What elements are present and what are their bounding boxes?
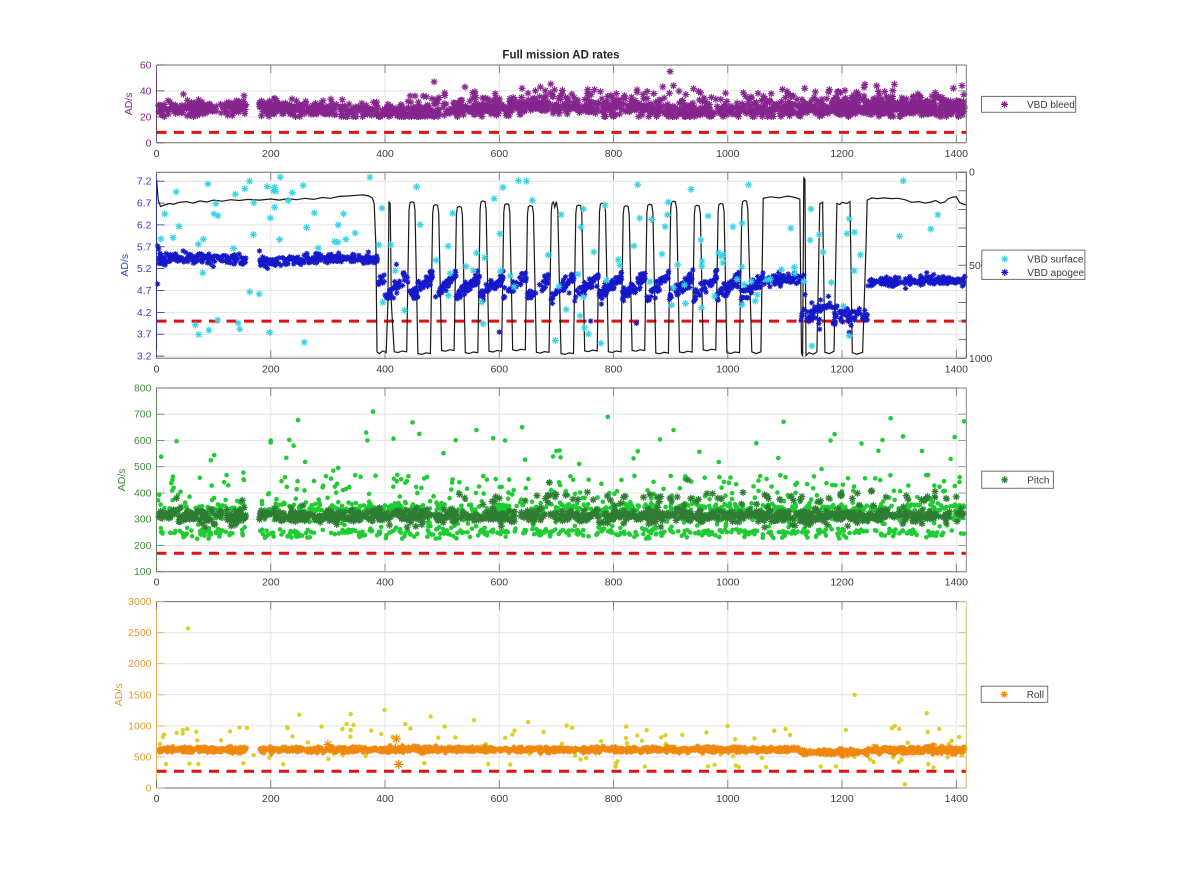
svg-text:Full mission AD rates: Full mission AD rates [502, 50, 619, 62]
svg-text:0: 0 [969, 167, 975, 179]
svg-text:2500: 2500 [128, 627, 152, 639]
svg-text:Roll: Roll [1027, 690, 1044, 701]
svg-text:1200: 1200 [830, 148, 854, 160]
svg-text:6.2: 6.2 [137, 219, 152, 231]
svg-text:4.7: 4.7 [137, 285, 152, 297]
svg-text:800: 800 [605, 148, 623, 160]
svg-text:600: 600 [491, 363, 509, 375]
svg-text:3.7: 3.7 [137, 329, 152, 341]
svg-text:400: 400 [376, 793, 394, 805]
svg-text:0: 0 [154, 793, 160, 805]
svg-text:VBD bleed: VBD bleed [1027, 100, 1075, 111]
svg-text:600: 600 [491, 577, 509, 589]
svg-text:VBD apogee: VBD apogee [1027, 268, 1084, 279]
svg-text:800: 800 [605, 577, 623, 589]
svg-text:1000: 1000 [716, 363, 740, 375]
svg-text:200: 200 [262, 793, 280, 805]
svg-text:1200: 1200 [830, 363, 854, 375]
svg-text:20: 20 [140, 111, 152, 123]
svg-text:Pitch: Pitch [1027, 475, 1049, 486]
svg-text:500: 500 [134, 461, 152, 473]
svg-text:400: 400 [134, 488, 152, 500]
svg-text:600: 600 [134, 435, 152, 447]
svg-text:200: 200 [134, 540, 152, 552]
svg-text:800: 800 [605, 363, 623, 375]
svg-text:200: 200 [262, 148, 280, 160]
svg-text:1400: 1400 [945, 793, 969, 805]
svg-text:800: 800 [605, 793, 623, 805]
svg-text:6.7: 6.7 [137, 198, 152, 210]
svg-text:1200: 1200 [830, 793, 854, 805]
svg-text:400: 400 [376, 577, 394, 589]
svg-text:1500: 1500 [128, 689, 152, 701]
svg-text:600: 600 [491, 793, 509, 805]
svg-text:500: 500 [134, 751, 152, 763]
svg-text:400: 400 [376, 148, 394, 160]
svg-text:AD/s: AD/s [113, 683, 125, 706]
svg-text:7.2: 7.2 [137, 176, 152, 188]
svg-text:400: 400 [376, 363, 394, 375]
svg-text:1400: 1400 [945, 148, 969, 160]
svg-text:1200: 1200 [830, 577, 854, 589]
svg-text:200: 200 [262, 577, 280, 589]
svg-text:1000: 1000 [128, 720, 152, 732]
svg-text:600: 600 [491, 148, 509, 160]
svg-text:0: 0 [154, 148, 160, 160]
svg-text:AD/s: AD/s [116, 469, 128, 492]
svg-text:1000: 1000 [716, 793, 740, 805]
svg-text:3000: 3000 [128, 596, 152, 608]
svg-text:0: 0 [146, 783, 152, 795]
svg-text:4.2: 4.2 [137, 307, 152, 319]
svg-text:AD/s: AD/s [123, 93, 135, 116]
svg-text:60: 60 [140, 60, 152, 72]
svg-text:2000: 2000 [128, 658, 152, 670]
svg-text:AD/s: AD/s [119, 254, 131, 277]
svg-text:300: 300 [134, 514, 152, 526]
svg-text:0: 0 [154, 363, 160, 375]
svg-text:5.2: 5.2 [137, 263, 152, 275]
svg-text:1000: 1000 [716, 577, 740, 589]
svg-text:VBD surface: VBD surface [1027, 255, 1084, 266]
svg-text:700: 700 [134, 409, 152, 421]
svg-text:100: 100 [134, 566, 152, 578]
svg-text:1000: 1000 [969, 353, 993, 365]
svg-text:0: 0 [154, 577, 160, 589]
svg-text:1400: 1400 [945, 577, 969, 589]
svg-text:800: 800 [134, 383, 152, 395]
svg-text:5.7: 5.7 [137, 241, 152, 253]
svg-text:40: 40 [140, 85, 152, 97]
svg-text:3.2: 3.2 [137, 351, 152, 363]
svg-text:1000: 1000 [716, 148, 740, 160]
svg-text:0: 0 [146, 137, 152, 149]
svg-text:1400: 1400 [945, 363, 969, 375]
svg-text:200: 200 [262, 363, 280, 375]
